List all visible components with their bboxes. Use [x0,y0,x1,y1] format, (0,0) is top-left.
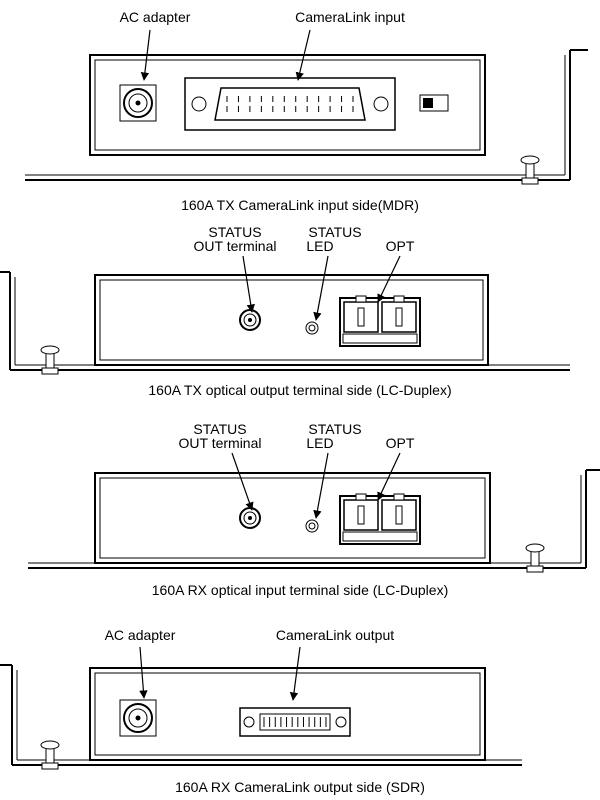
svg-text:OUT terminal: OUT terminal [179,435,262,451]
svg-text:CameraLink output: CameraLink output [276,627,394,643]
svg-text:160A RX optical input terminal: 160A RX optical input terminal side (LC-… [152,582,448,598]
svg-text:OPT: OPT [386,238,415,254]
svg-text:AC adapter: AC adapter [105,627,176,643]
technical-diagram: AC adapter CameraLink input 160A TX Camera… [0,0,600,800]
svg-text:CameraLink input: CameraLink input [295,9,405,25]
svg-text:160A TX CameraLink input side: 160A TX CameraLink input side(MDR) [181,197,419,213]
svg-text:LED: LED [306,435,333,451]
svg-text:AC adapter: AC adapter [120,9,191,25]
svg-text:160A RX CameraLink output side: 160A RX CameraLink output side (SDR) [175,779,425,795]
svg-text:LED: LED [306,238,333,254]
svg-text:OPT: OPT [386,435,415,451]
svg-text:OUT terminal: OUT terminal [194,238,277,254]
svg-text:160A TX optical output termina: 160A TX optical output terminal side (LC… [148,382,451,398]
